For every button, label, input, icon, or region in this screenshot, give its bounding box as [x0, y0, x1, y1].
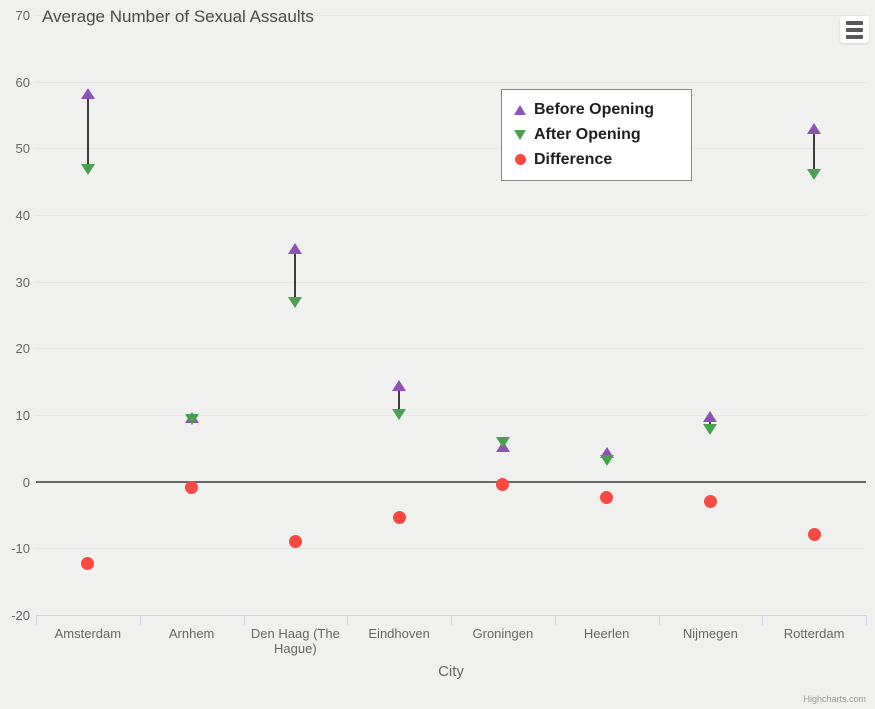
legend-label: Difference — [534, 150, 613, 168]
connector-line — [86, 93, 89, 169]
data-point-after-opening — [184, 414, 199, 426]
data-point-after-opening — [703, 424, 718, 436]
data-point-before-opening — [599, 446, 614, 458]
y-axis-label: 50 — [15, 141, 30, 157]
data-point-before-opening — [703, 410, 718, 422]
x-axis-tick — [243, 616, 245, 625]
legend-label: After Opening — [534, 125, 641, 143]
data-point-difference — [185, 481, 199, 495]
gridline — [36, 281, 866, 283]
y-axis-label: -10 — [11, 541, 30, 557]
legend-label: Before Opening — [534, 100, 655, 118]
hamburger-menu-icon — [846, 20, 863, 39]
gridline — [36, 81, 866, 83]
legend-item-difference[interactable]: Difference — [512, 147, 681, 172]
y-axis-label: 20 — [15, 341, 30, 357]
category-label: Den Haag (The Hague) — [250, 626, 340, 656]
y-axis-label: -20 — [11, 608, 30, 623]
chart-title: Average Number of Sexual Assaults — [42, 7, 314, 26]
triangle-up-icon — [512, 104, 528, 115]
data-point-difference — [703, 494, 717, 508]
legend: Before Opening After Opening Difference — [501, 89, 692, 181]
zero-gridline — [36, 480, 866, 483]
category-label: Rotterdam — [783, 626, 845, 641]
x-axis-tick — [36, 616, 37, 625]
gridline — [36, 148, 866, 150]
connector-line — [294, 248, 297, 303]
legend-item-after-opening[interactable]: After Opening — [512, 122, 681, 147]
y-axis-label: 0 — [22, 474, 30, 490]
data-point-before-opening — [288, 242, 303, 254]
data-point-difference — [288, 534, 302, 548]
x-axis-line — [36, 615, 867, 616]
category-label: Nijmegen — [682, 626, 738, 641]
data-point-difference — [496, 477, 510, 491]
highcharts-credits: Highcharts.com — [803, 694, 866, 704]
y-axis-label: 70 — [15, 8, 30, 23]
category-label: Amsterdam — [54, 626, 122, 641]
y-axis-label: 60 — [15, 74, 30, 90]
gridline — [36, 215, 866, 216]
data-point-before-opening — [80, 88, 95, 100]
x-axis-tick — [451, 616, 452, 625]
data-point-after-opening — [495, 436, 510, 448]
x-axis-tick — [866, 616, 867, 625]
data-point-after-opening — [392, 408, 407, 420]
category-label: Groningen — [472, 626, 534, 641]
y-axis-label: 10 — [15, 408, 30, 423]
x-axis-tick — [658, 616, 660, 625]
gridline — [36, 348, 866, 350]
context-menu-button[interactable] — [840, 16, 869, 43]
gridline — [36, 415, 866, 416]
x-axis-tick — [139, 616, 141, 625]
connector-line — [709, 416, 712, 430]
data-point-difference — [600, 490, 614, 504]
gridline — [36, 548, 866, 550]
data-point-after-opening — [288, 296, 303, 308]
connector-line — [398, 385, 401, 415]
x-axis-tick — [347, 616, 349, 625]
x-axis-tick — [554, 616, 556, 625]
data-point-before-opening — [807, 122, 822, 134]
y-axis-label: 30 — [15, 274, 30, 290]
legend-item-before-opening[interactable]: Before Opening — [512, 97, 681, 122]
category-label: Arnhem — [168, 626, 215, 641]
triangle-down-icon — [512, 129, 528, 140]
y-axis-label: 40 — [15, 208, 30, 223]
x-axis-title: City — [438, 663, 464, 680]
data-point-difference — [807, 527, 821, 541]
x-axis-tick — [762, 616, 764, 625]
gridline — [36, 15, 866, 16]
circle-icon — [512, 154, 528, 165]
category-label: Eindhoven — [368, 626, 430, 641]
category-label: Heerlen — [583, 626, 630, 641]
data-point-difference — [392, 510, 406, 524]
data-point-after-opening — [807, 168, 822, 180]
data-point-after-opening — [599, 454, 614, 466]
connector-line — [813, 128, 816, 175]
data-point-before-opening — [392, 379, 407, 391]
data-point-after-opening — [80, 163, 95, 175]
data-point-difference — [81, 557, 95, 571]
